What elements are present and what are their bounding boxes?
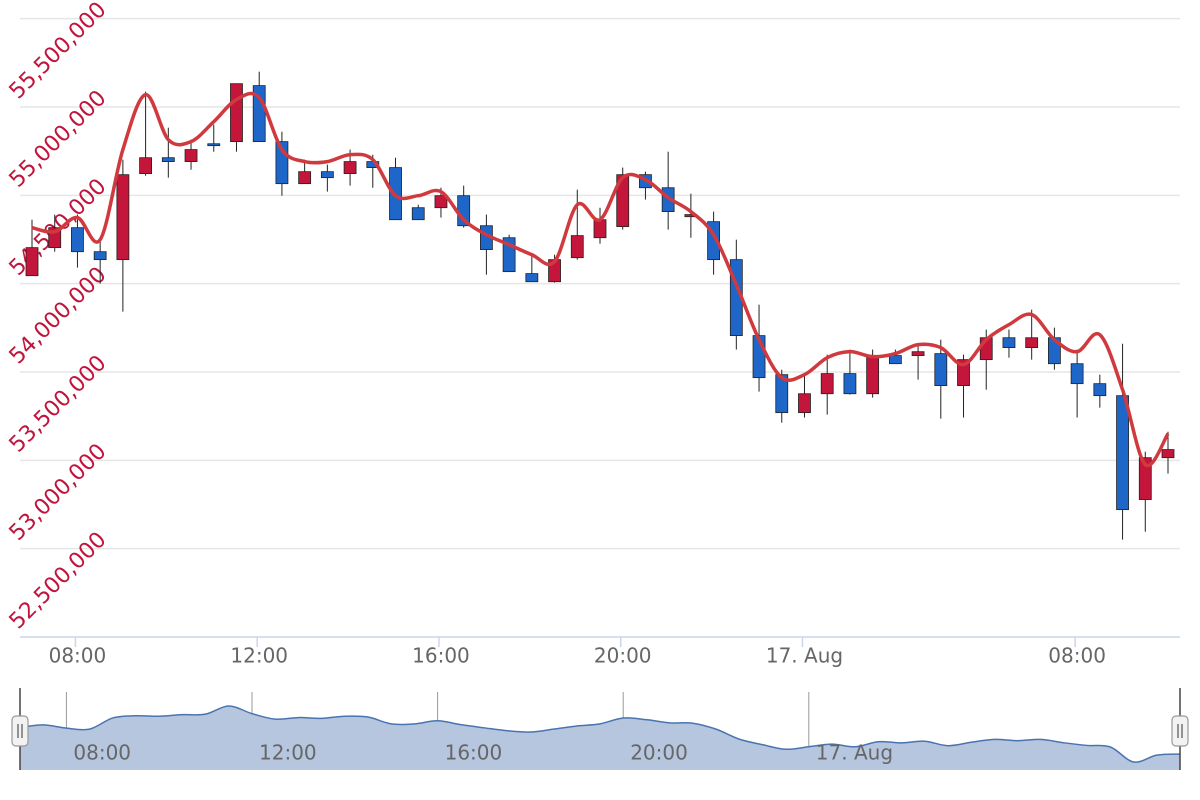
candle-body: [1138, 457, 1152, 500]
navigator-handle: [1171, 715, 1189, 747]
candle-body: [934, 353, 948, 387]
candle-body: [866, 355, 880, 395]
candle-body: [207, 143, 221, 147]
line-series: [31, 91, 1170, 468]
navigator-label: 12:00: [259, 741, 317, 765]
candle-body: [1002, 337, 1016, 349]
candle-body: [911, 351, 925, 356]
candle-body: [25, 247, 39, 277]
navigator-label: 17. Aug: [816, 741, 893, 765]
candle-body: [71, 227, 84, 253]
navigator-label: 16:00: [445, 741, 503, 765]
x-tick-label: 08:00: [1048, 644, 1106, 668]
x-tick-label: 20:00: [594, 644, 652, 668]
candle-body: [343, 161, 357, 175]
x-tick-label: 08:00: [49, 644, 107, 668]
navigator-handle: [11, 715, 29, 747]
navigator-label: 08:00: [73, 741, 131, 765]
candle-body: [184, 149, 198, 162]
candle-body: [298, 171, 312, 185]
candle-body: [570, 235, 584, 259]
candle-body: [616, 174, 630, 228]
candle-body: [775, 374, 789, 414]
x-tick-label: 16:00: [412, 644, 470, 668]
candle-body: [1025, 337, 1039, 349]
candle-body: [1116, 395, 1129, 511]
candle-body: [320, 171, 334, 179]
candle-body: [525, 273, 539, 283]
candle-body: [411, 207, 425, 221]
candle-body: [116, 174, 130, 261]
x-tick-label: 17. Aug: [766, 644, 843, 668]
x-tick-label: 12:00: [230, 644, 288, 668]
candle-body: [139, 157, 153, 175]
candle-body: [230, 83, 243, 143]
candle-body: [843, 373, 857, 395]
candle-body: [434, 195, 448, 209]
candle-body: [1070, 363, 1084, 385]
candle-body: [820, 373, 834, 395]
candle-body: [161, 157, 175, 162]
navigator-area: [20, 705, 1180, 770]
candle-body: [593, 219, 607, 239]
candle-body: [888, 355, 902, 365]
navigator-line: [19, 705, 1181, 763]
candle-body: [1093, 383, 1107, 397]
candle-body: [93, 251, 107, 261]
navigator-label: 20:00: [630, 741, 688, 765]
candle-body: [798, 393, 811, 414]
candle-body: [1161, 449, 1175, 459]
